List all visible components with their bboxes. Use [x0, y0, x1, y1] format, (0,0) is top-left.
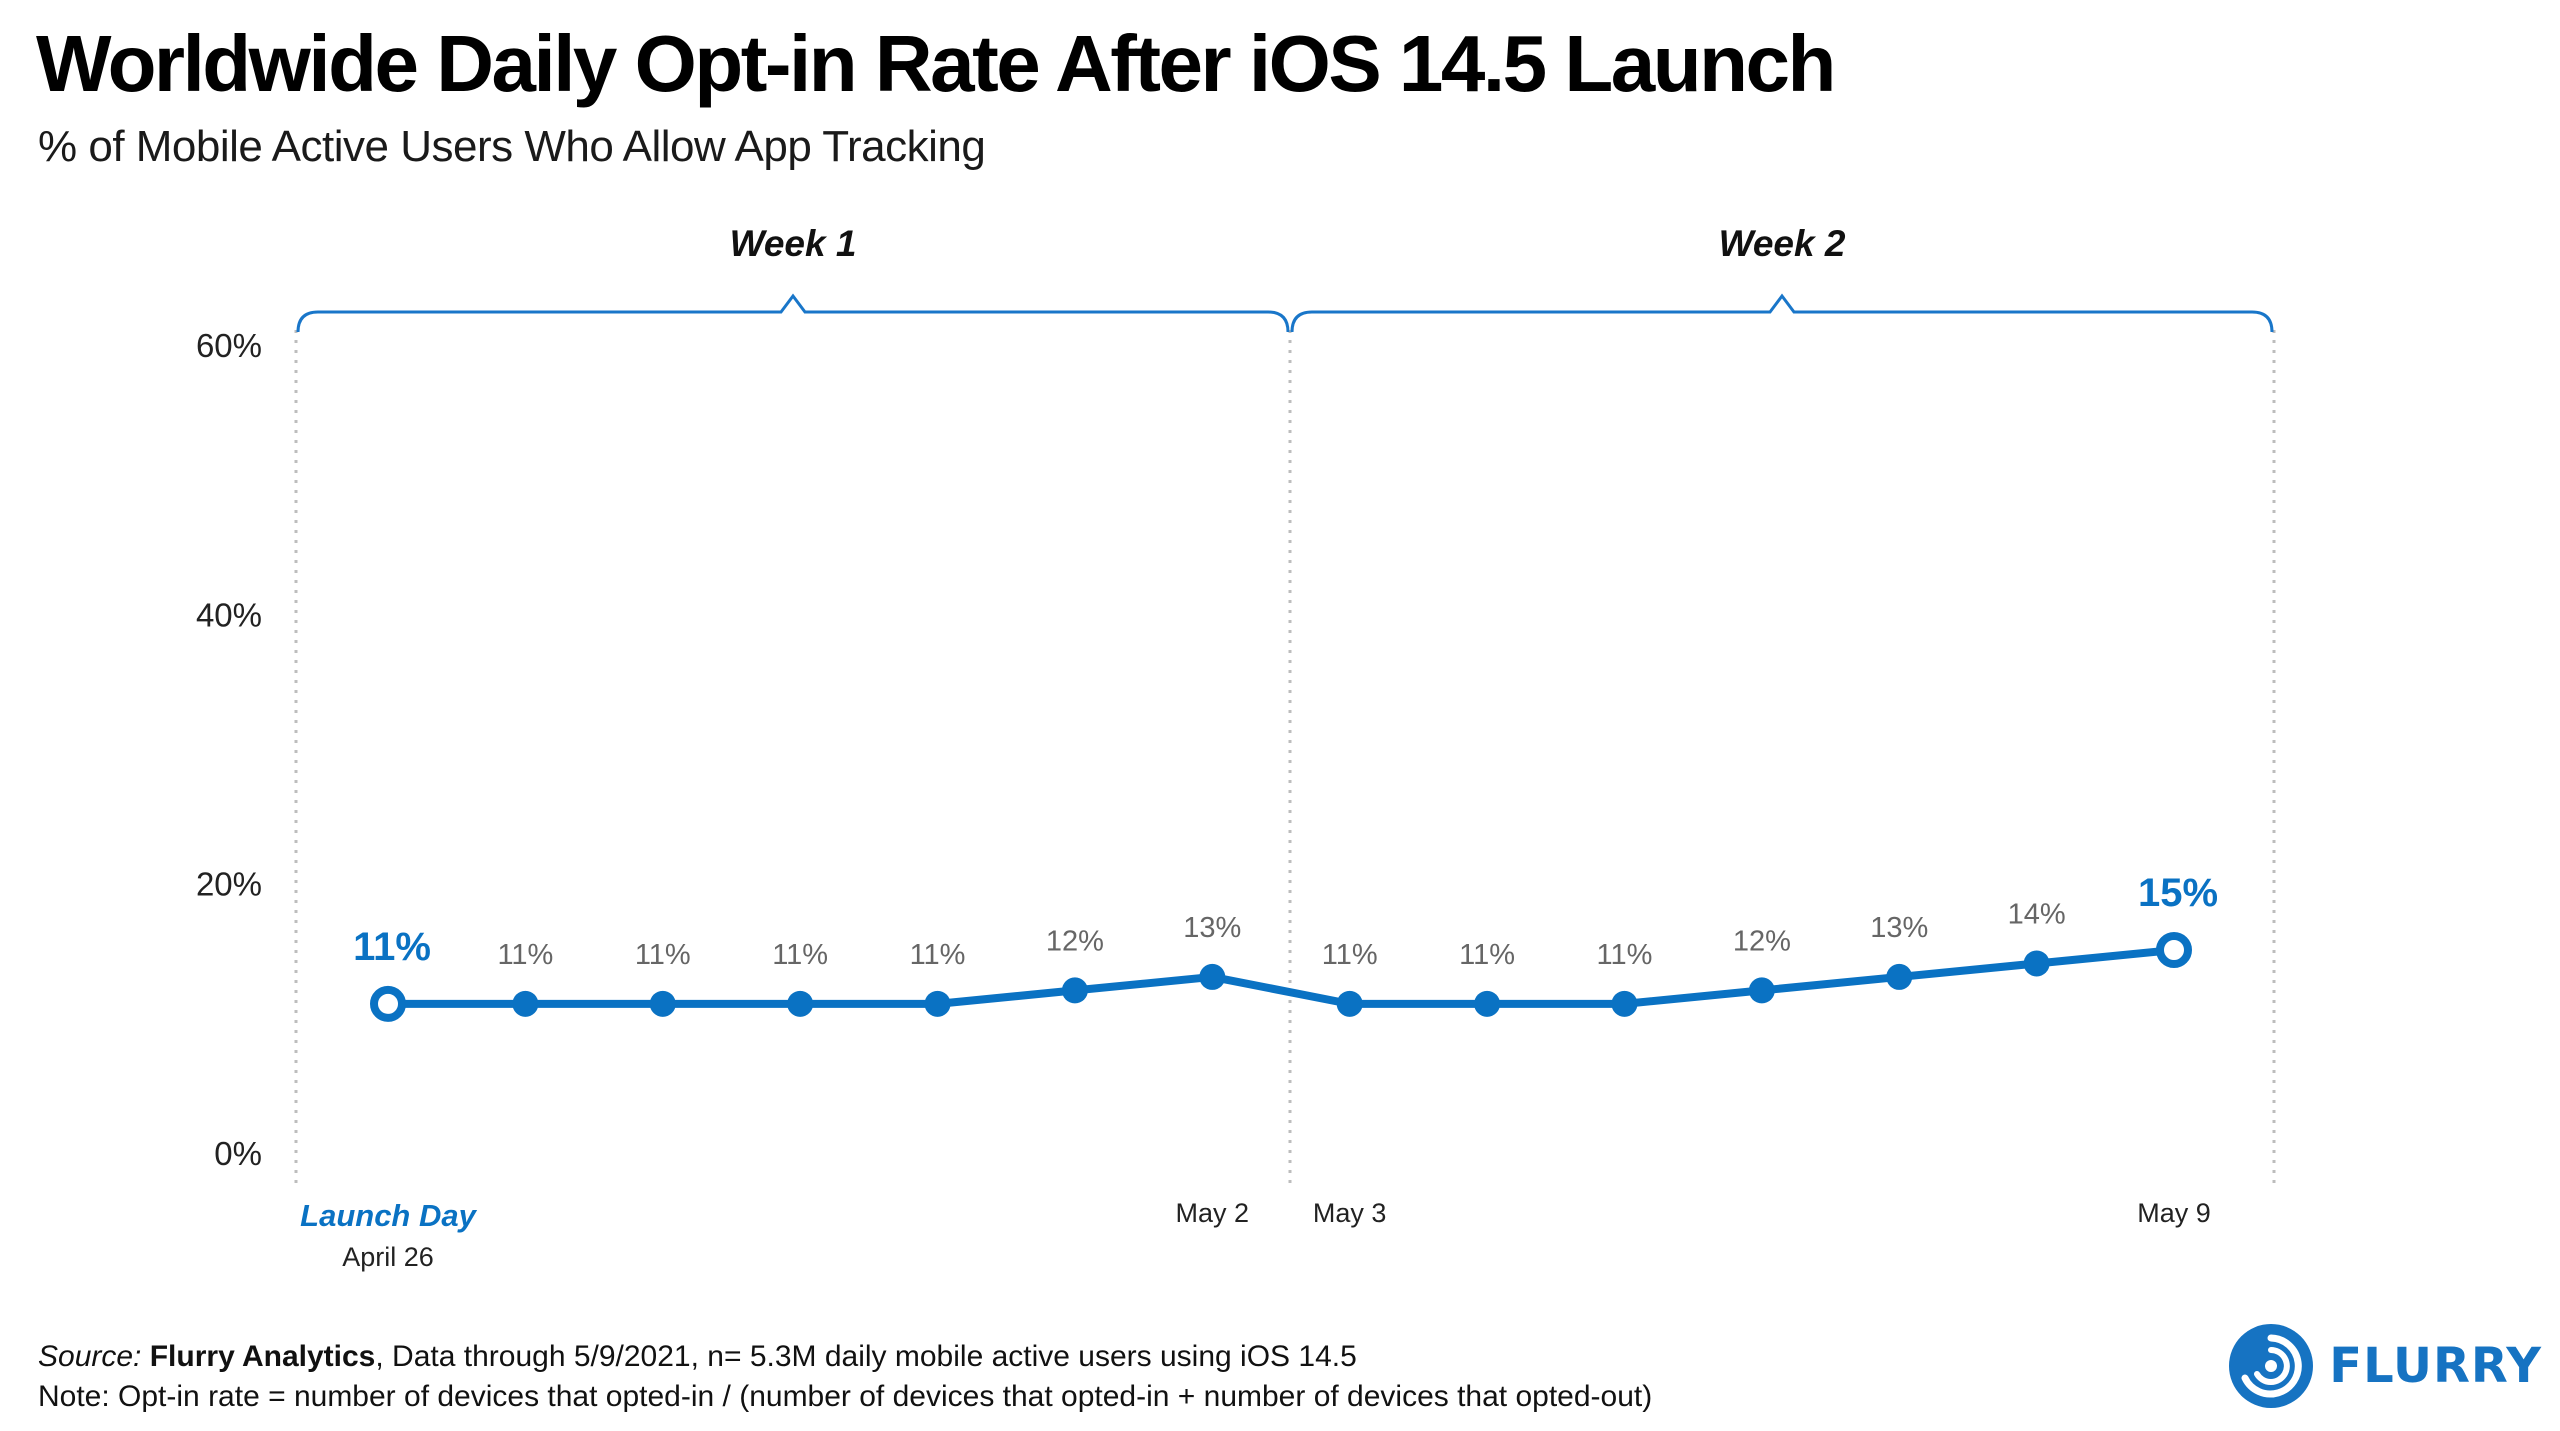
data-label: 11% — [910, 939, 966, 971]
y-tick-label: 60% — [196, 327, 262, 364]
data-label: 11% — [1597, 939, 1653, 971]
source-note: Source: Flurry Analytics, Data through 5… — [38, 1340, 1357, 1374]
chart-title: Worldwide Daily Opt-in Rate After iOS 14… — [36, 19, 1836, 108]
y-tick-label: 20% — [196, 866, 262, 903]
opt-in-rate-line — [384, 946, 2178, 1008]
data-point — [924, 990, 951, 1017]
week-label: Week 1 — [730, 223, 857, 264]
week-label: Week 2 — [1719, 223, 1846, 264]
x-label-launch-date: April 26 — [342, 1242, 434, 1272]
week-bracket — [296, 293, 1290, 333]
data-point — [787, 990, 814, 1017]
data-label: 13% — [1183, 912, 1241, 944]
data-label: 11% — [1459, 939, 1515, 971]
data-label-highlight: 15% — [2138, 871, 2218, 915]
y-tick-label: 0% — [214, 1135, 262, 1172]
x-tick-label: May 3 — [1313, 1198, 1387, 1228]
data-point — [1748, 977, 1775, 1004]
data-label: 11% — [497, 939, 553, 971]
data-label-highlight: 11% — [353, 925, 431, 969]
source-name: Flurry Analytics — [149, 1340, 376, 1373]
week-bracket — [1290, 293, 2274, 333]
flurry-brand: FLURRY — [2227, 1322, 2542, 1410]
data-point — [1474, 990, 1501, 1017]
source-label: Source: — [38, 1340, 142, 1373]
y-tick-label: 40% — [196, 596, 262, 633]
chart-subtitle: % of Mobile Active Users Who Allow App T… — [38, 122, 986, 171]
data-point — [649, 990, 676, 1017]
data-point-highlight — [370, 985, 406, 1022]
data-label: 12% — [1046, 925, 1104, 957]
data-label: 12% — [1733, 925, 1791, 957]
data-point-highlight — [2156, 932, 2192, 968]
x-tick-label: May 9 — [2137, 1198, 2211, 1228]
data-label: 14% — [2008, 898, 2066, 930]
flurry-logo-icon — [2229, 1324, 2314, 1408]
brand-name: FLURRY — [2329, 1338, 2542, 1394]
data-point — [1199, 963, 1226, 990]
data-point — [1886, 963, 1913, 990]
data-label: 13% — [1870, 912, 1928, 944]
data-point — [512, 990, 539, 1017]
data-label: 11% — [772, 939, 828, 971]
data-point — [1061, 977, 1088, 1004]
data-label: 11% — [635, 939, 691, 971]
x-label-launch-day: Launch Day — [300, 1198, 477, 1233]
line-chart: 0% 20% 40% 60% Week 1 Week 2 11% 11% 11% 11% 11% 12… — [196, 223, 2276, 1272]
data-point — [1611, 990, 1638, 1017]
data-point — [1336, 990, 1363, 1017]
source-details: , Data through 5/9/2021, n= 5.3M daily m… — [375, 1340, 1357, 1373]
x-tick-label: May 2 — [1176, 1198, 1250, 1228]
data-point — [2023, 950, 2050, 977]
definition-note: Note: Opt-in rate = number of devices th… — [38, 1380, 1653, 1413]
data-label: 11% — [1322, 939, 1378, 971]
